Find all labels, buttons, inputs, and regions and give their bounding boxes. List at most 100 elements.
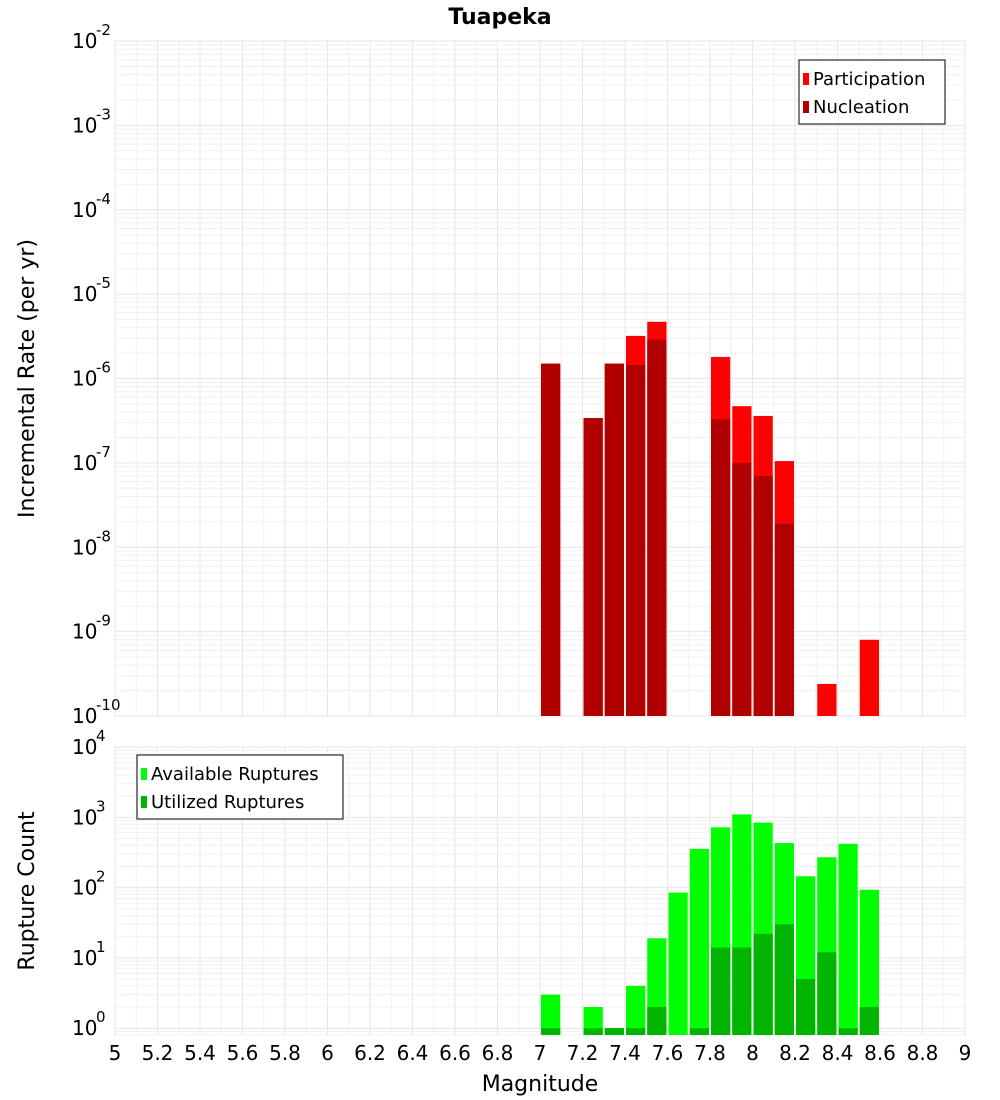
y-tick-label: 10 [72,1016,97,1040]
utilized-ruptures-bar [859,1007,879,1035]
legend-swatch [803,73,809,85]
y-tick-exponent: -4 [96,190,111,208]
x-tick-label: 5.8 [269,1041,301,1065]
utilized-ruptures-bar [689,1028,709,1035]
bottom-bars [541,814,879,1035]
y-tick-label: 10 [72,282,97,306]
utilized-ruptures-bar [753,933,773,1035]
x-tick-label: 5.2 [142,1041,174,1065]
legend-swatch [141,796,147,808]
y-tick-exponent: -6 [96,359,111,377]
x-tick-label: 6.8 [482,1041,514,1065]
x-tick-label: 8.2 [779,1041,811,1065]
top-y-axis-label: Incremental Rate (per yr) [15,239,40,518]
available-ruptures-bar [541,994,561,1035]
x-tick-label: 5.6 [227,1041,259,1065]
available-ruptures-bar [583,1007,603,1035]
y-tick-label: 10 [72,535,97,559]
y-tick-exponent: 4 [96,727,106,745]
legend-label: Nucleation [813,97,909,118]
nucleation-bar [583,418,603,716]
y-tick-label: 10 [72,620,97,644]
x-tick-label: 6.4 [397,1041,429,1065]
legend-swatch [803,101,809,113]
y-tick-exponent: -3 [96,105,111,123]
available-ruptures-bar [626,985,646,1035]
x-tick-label: 9 [959,1041,972,1065]
y-tick-label: 10 [72,946,97,970]
nucleation-bar [541,363,561,716]
utilized-ruptures-bar [838,1028,858,1035]
available-ruptures-bar [838,843,858,1035]
available-ruptures-bar [689,848,709,1035]
x-tick-label: 7.6 [652,1041,684,1065]
x-tick-label: 5.4 [184,1041,216,1065]
available-ruptures-bar [668,892,688,1035]
x-axis-label: Magnitude [482,1072,599,1097]
available-ruptures-bar [859,889,879,1035]
nucleation-bar [774,523,794,716]
y-tick-label: 10 [72,367,97,391]
y-tick-label: 10 [72,876,97,900]
x-tick-label: 7 [534,1041,547,1065]
y-tick-label: 10 [72,113,97,137]
top-bars [541,321,879,716]
utilized-ruptures-bar [583,1028,603,1035]
chart-title: Tuapeka [448,5,551,30]
legend-swatch [141,768,147,780]
utilized-ruptures-bar [817,952,837,1035]
y-tick-exponent: -2 [96,21,111,39]
legend-box [136,754,344,820]
utilized-ruptures-bar [774,924,794,1035]
x-tick-label: 8.8 [907,1041,939,1065]
utilized-ruptures-bar [604,1028,624,1035]
nucleation-bar [626,364,646,716]
y-tick-exponent: 0 [96,1008,106,1026]
x-tick-label: 6.2 [354,1041,386,1065]
utilized-ruptures-bar [732,947,752,1035]
x-tick-label: 7.8 [694,1041,726,1065]
y-tick-label: 10 [72,735,97,759]
bottom-y-axis-label: Rupture Count [15,811,40,971]
participation-bar [817,683,837,716]
utilized-ruptures-bar [626,1028,646,1035]
y-tick-exponent: 2 [96,868,106,886]
utilized-ruptures-bar [541,1028,561,1035]
utilized-ruptures-bar [647,1007,667,1035]
top-gridlines [114,40,966,717]
nucleation-bar [604,363,624,716]
y-tick-exponent: 1 [96,938,106,956]
y-tick-label: 10 [72,451,97,475]
x-tick-label: 7.2 [567,1041,599,1065]
y-tick-exponent: -10 [96,696,121,714]
legend-label: Available Ruptures [151,764,319,785]
nucleation-bar [753,475,773,716]
y-tick-label: 10 [72,29,97,53]
x-tick-label: 6.6 [439,1041,471,1065]
nucleation-bar [732,462,752,716]
y-tick-exponent: -7 [96,443,111,461]
legend-box [798,59,946,125]
y-tick-label: 10 [72,805,97,829]
y-tick-exponent: 3 [96,797,106,815]
y-tick-exponent: -9 [96,612,111,630]
x-tick-labels: 5 5.2 5.4 5.6 5.8 6 6.2 6.4 6.6 6.8 7 7.2 7.4 7.6 7.8 8… [109,1041,972,1065]
utilized-ruptures-bar [711,947,731,1035]
nucleation-bar [647,339,667,716]
legend-label: Participation [813,69,925,90]
participation-bar [859,639,879,716]
top-legend: Participation Nucleation [798,59,946,125]
utilized-ruptures-bar [796,979,816,1035]
y-tick-label: 10 [72,198,97,222]
y-tick-exponent: -8 [96,527,111,545]
x-tick-label: 6 [321,1041,334,1065]
x-tick-label: 8.6 [864,1041,896,1065]
x-tick-label: 5 [109,1041,122,1065]
y-tick-exponent: -5 [96,274,111,292]
bottom-legend: Available Ruptures Utilized Ruptures [136,754,344,820]
